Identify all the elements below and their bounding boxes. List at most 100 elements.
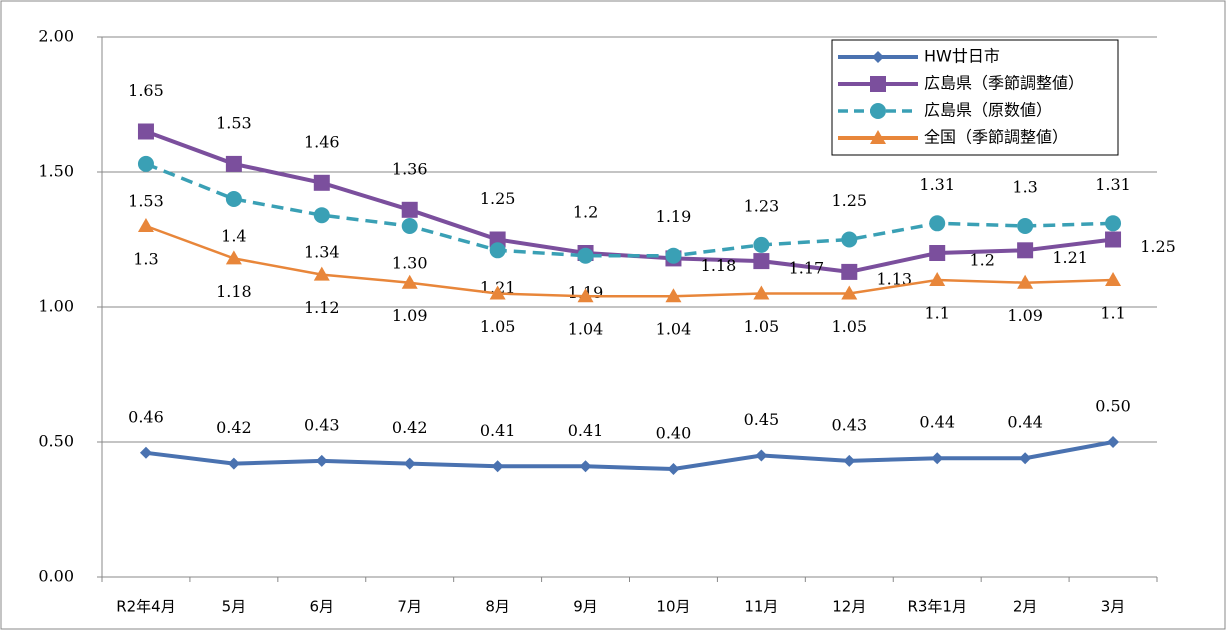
- data-label: 1.19: [656, 207, 692, 226]
- x-tick-label: 9月: [573, 598, 598, 616]
- series-line: [145, 440, 1114, 472]
- data-label: 1.09: [392, 306, 428, 325]
- marker: [313, 174, 330, 191]
- marker: [139, 446, 152, 459]
- marker: [1017, 242, 1034, 259]
- data-label: 1.53: [128, 191, 164, 210]
- marker: [401, 274, 418, 289]
- data-label: 0.44: [919, 413, 955, 432]
- marker: [929, 245, 946, 261]
- data-label: 1.18: [216, 282, 252, 301]
- data-label: 1.65: [128, 81, 164, 100]
- data-label: 1.2: [573, 203, 598, 222]
- data-label: 0.43: [831, 415, 867, 434]
- data-label: 1.2: [969, 251, 994, 270]
- data-label: 0.44: [1007, 413, 1043, 432]
- marker: [401, 218, 418, 234]
- marker: [1105, 231, 1122, 248]
- marker: [137, 123, 154, 140]
- x-tick-label: 8月: [485, 598, 510, 616]
- y-tick-label: 1.50: [38, 162, 74, 181]
- marker: [577, 247, 594, 264]
- data-label: 1.3: [1012, 178, 1037, 197]
- legend-label: 広島県（季節調整値）: [924, 74, 1084, 93]
- data-label: 1.4: [221, 227, 246, 246]
- marker: [491, 460, 504, 473]
- x-tick-label: 2月: [1013, 598, 1038, 616]
- marker: [1019, 452, 1032, 465]
- data-label: 0.42: [216, 418, 252, 437]
- series-line: [145, 224, 1114, 298]
- marker: [227, 457, 240, 470]
- y-tick-label: 1.00: [38, 297, 74, 316]
- y-tick-label: 0.50: [38, 432, 74, 451]
- marker: [1017, 274, 1034, 289]
- marker: [841, 263, 858, 280]
- data-label: 1.09: [1007, 306, 1043, 325]
- data-label: 1.17: [789, 259, 825, 278]
- marker: [753, 236, 770, 253]
- marker: [315, 454, 328, 467]
- marker: [489, 285, 506, 300]
- marker: [577, 288, 594, 303]
- marker: [931, 452, 944, 465]
- data-label: 0.41: [480, 421, 516, 440]
- x-tick-label: 10月: [656, 598, 690, 616]
- data-label: 1.12: [304, 298, 340, 317]
- x-tick-label: 5月: [222, 598, 247, 616]
- marker: [929, 272, 946, 286]
- marker: [665, 288, 682, 303]
- data-label: 0.42: [392, 418, 428, 437]
- y-tick-label: 0.00: [38, 567, 74, 586]
- marker: [313, 207, 330, 224]
- marker: [579, 460, 592, 473]
- data-label: 1.1: [1100, 304, 1125, 323]
- data-label: 1.30: [392, 254, 428, 273]
- data-label: 1.05: [831, 317, 867, 336]
- marker: [843, 454, 856, 467]
- x-tick-label: 12月: [832, 598, 866, 616]
- marker: [841, 231, 858, 248]
- legend-label: HW廿日市: [924, 47, 1000, 66]
- data-label: 0.40: [656, 424, 692, 443]
- data-label: 1.18: [701, 256, 737, 275]
- marker: [403, 457, 416, 470]
- marker: [225, 155, 242, 172]
- data-label: 1.34: [304, 243, 340, 262]
- marker: [137, 218, 154, 232]
- data-label: 1.31: [1095, 175, 1131, 194]
- marker: [1107, 436, 1120, 448]
- marker: [870, 103, 886, 119]
- data-label: 1.25: [480, 189, 516, 208]
- data-label: 0.45: [744, 410, 780, 429]
- marker: [841, 285, 858, 300]
- legend-label: 全国（季節調整値）: [924, 128, 1068, 147]
- data-label: 0.43: [304, 415, 340, 434]
- marker: [870, 76, 886, 92]
- marker: [401, 201, 418, 218]
- data-label: 1.1: [924, 304, 949, 323]
- data-label: 1.36: [392, 159, 428, 178]
- x-tick-label: 7月: [397, 598, 422, 616]
- y-tick-label: 2.00: [38, 27, 74, 46]
- data-label: 0.41: [568, 421, 604, 440]
- marker: [753, 253, 770, 270]
- marker: [225, 191, 242, 207]
- marker: [1017, 218, 1034, 234]
- x-tick-label: 3月: [1101, 598, 1126, 616]
- marker: [755, 449, 768, 462]
- marker: [753, 285, 770, 300]
- marker: [870, 130, 886, 144]
- marker: [667, 463, 680, 475]
- x-tick-label: 6月: [310, 598, 335, 616]
- marker: [225, 250, 242, 265]
- data-label: 1.25: [1140, 237, 1176, 256]
- data-label: 1.3: [133, 250, 158, 269]
- x-tick-label: 11月: [744, 598, 778, 616]
- x-tick-label: R2年4月: [116, 598, 176, 616]
- marker: [929, 215, 946, 232]
- data-label: 1.05: [480, 317, 516, 336]
- legend-label: 広島県（原数値）: [924, 101, 1052, 120]
